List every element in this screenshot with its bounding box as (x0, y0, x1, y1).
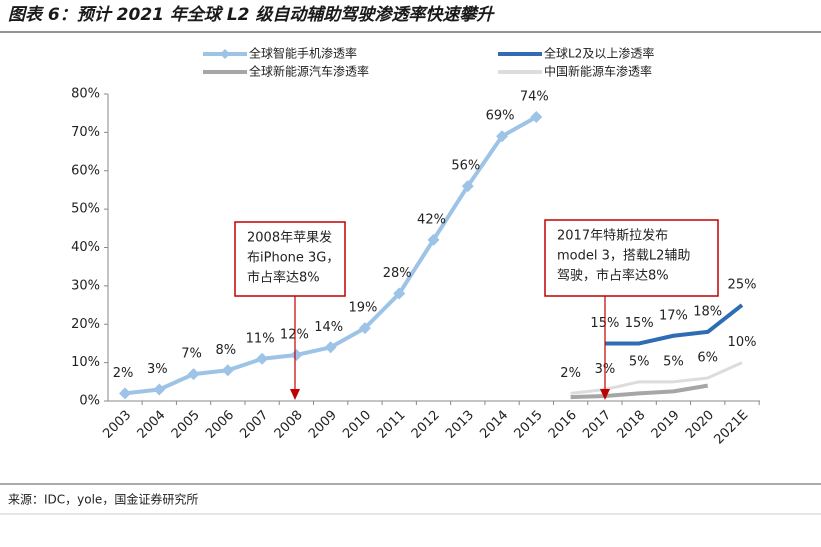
point-marker (290, 348, 303, 361)
point-marker (119, 387, 131, 400)
x-tick-label: 2004 (135, 408, 169, 442)
y-tick-label: 30% (71, 278, 100, 293)
x-tick-label: 2021E (711, 408, 751, 448)
data-label: 2% (560, 366, 581, 381)
data-label: 15% (625, 316, 654, 331)
point-marker (496, 130, 509, 143)
legend-label: 中国新能源车渗透率 (544, 64, 652, 79)
annotation-text: 市占率达8% (247, 270, 320, 286)
point-marker (153, 383, 166, 396)
x-tick-label: 2018 (614, 408, 648, 442)
annotation-arrowhead (290, 389, 300, 400)
annotation-text: model 3，搭载L2辅助 (557, 248, 690, 264)
x-tick-label: 2011 (375, 408, 409, 442)
legend-marker (220, 49, 230, 59)
x-tick-label: 2005 (169, 408, 203, 442)
x-tick-label: 2019 (649, 408, 683, 442)
point-marker (256, 352, 269, 365)
series-line (570, 361, 743, 395)
data-label: 69% (486, 109, 515, 124)
annotation-text: 2017年特斯拉发布 (557, 228, 668, 244)
y-tick-label: 80% (71, 87, 100, 102)
y-tick-label: 0% (79, 394, 100, 409)
data-label: 25% (728, 278, 757, 293)
x-tick-label: 2007 (237, 408, 271, 442)
annotation-arrowhead (600, 389, 610, 400)
data-label: 7% (181, 347, 202, 362)
point-marker (427, 233, 440, 246)
point-marker (187, 368, 200, 381)
legend-label: 全球L2及以上渗透率 (544, 46, 654, 61)
data-label: 11% (246, 331, 275, 346)
data-label: 17% (659, 308, 688, 323)
y-tick-label: 60% (71, 163, 100, 178)
data-label: 5% (629, 354, 650, 369)
x-tick-label: 2006 (203, 408, 237, 442)
y-tick-label: 50% (71, 202, 100, 217)
series-line (604, 303, 744, 346)
x-tick-label: 2016 (546, 408, 580, 442)
data-label: 19% (348, 301, 377, 316)
data-label: 74% (520, 90, 549, 105)
data-label: 6% (697, 350, 718, 365)
point-marker (461, 180, 474, 193)
data-label: 12% (280, 327, 309, 342)
data-label: 56% (451, 159, 480, 174)
x-tick-label: 2015 (512, 408, 546, 442)
point-marker (530, 111, 543, 124)
data-label: 10% (728, 335, 757, 350)
chart-title: 图表 6：预计 2021 年全球 L2 级自动辅助驾驶渗透率快速攀升 (8, 5, 495, 25)
x-tick-label: 2009 (306, 408, 340, 442)
data-label: 18% (693, 304, 722, 319)
annotation-text: 2008年苹果发 (247, 230, 332, 246)
y-tick-label: 70% (71, 125, 100, 140)
point-marker (393, 287, 406, 300)
x-tick-label: 2013 (443, 408, 477, 442)
x-tick-label: 2008 (272, 408, 306, 442)
data-label: 28% (383, 266, 412, 281)
legend-label: 全球智能手机渗透率 (249, 46, 357, 61)
data-label: 42% (417, 212, 446, 227)
y-tick-label: 20% (71, 317, 100, 332)
series-line (570, 383, 709, 400)
data-label: 14% (314, 320, 343, 335)
data-label: 2% (113, 366, 134, 381)
y-tick-label: 40% (71, 240, 100, 255)
annotation-text: 驾驶，市占率达8% (557, 268, 669, 284)
point-marker (324, 341, 337, 354)
x-tick-label: 2003 (100, 408, 134, 442)
point-marker (358, 322, 371, 335)
data-label: 3% (147, 362, 168, 377)
legend-label: 全球新能源汽车渗透率 (249, 64, 369, 79)
annotation-box (544, 219, 719, 297)
annotation-text: 布iPhone 3G， (247, 251, 339, 266)
y-tick-label: 10% (71, 355, 100, 370)
point-marker (221, 364, 234, 377)
source-note: 来源：IDC，yole，国金证券研究所 (8, 492, 198, 507)
x-tick-label: 2014 (477, 408, 511, 442)
data-label: 8% (216, 343, 237, 358)
x-tick-label: 2017 (580, 408, 614, 442)
x-tick-label: 2010 (340, 408, 374, 442)
annotation-box (234, 221, 346, 297)
x-tick-label: 2012 (409, 408, 443, 442)
data-label: 5% (663, 354, 684, 369)
